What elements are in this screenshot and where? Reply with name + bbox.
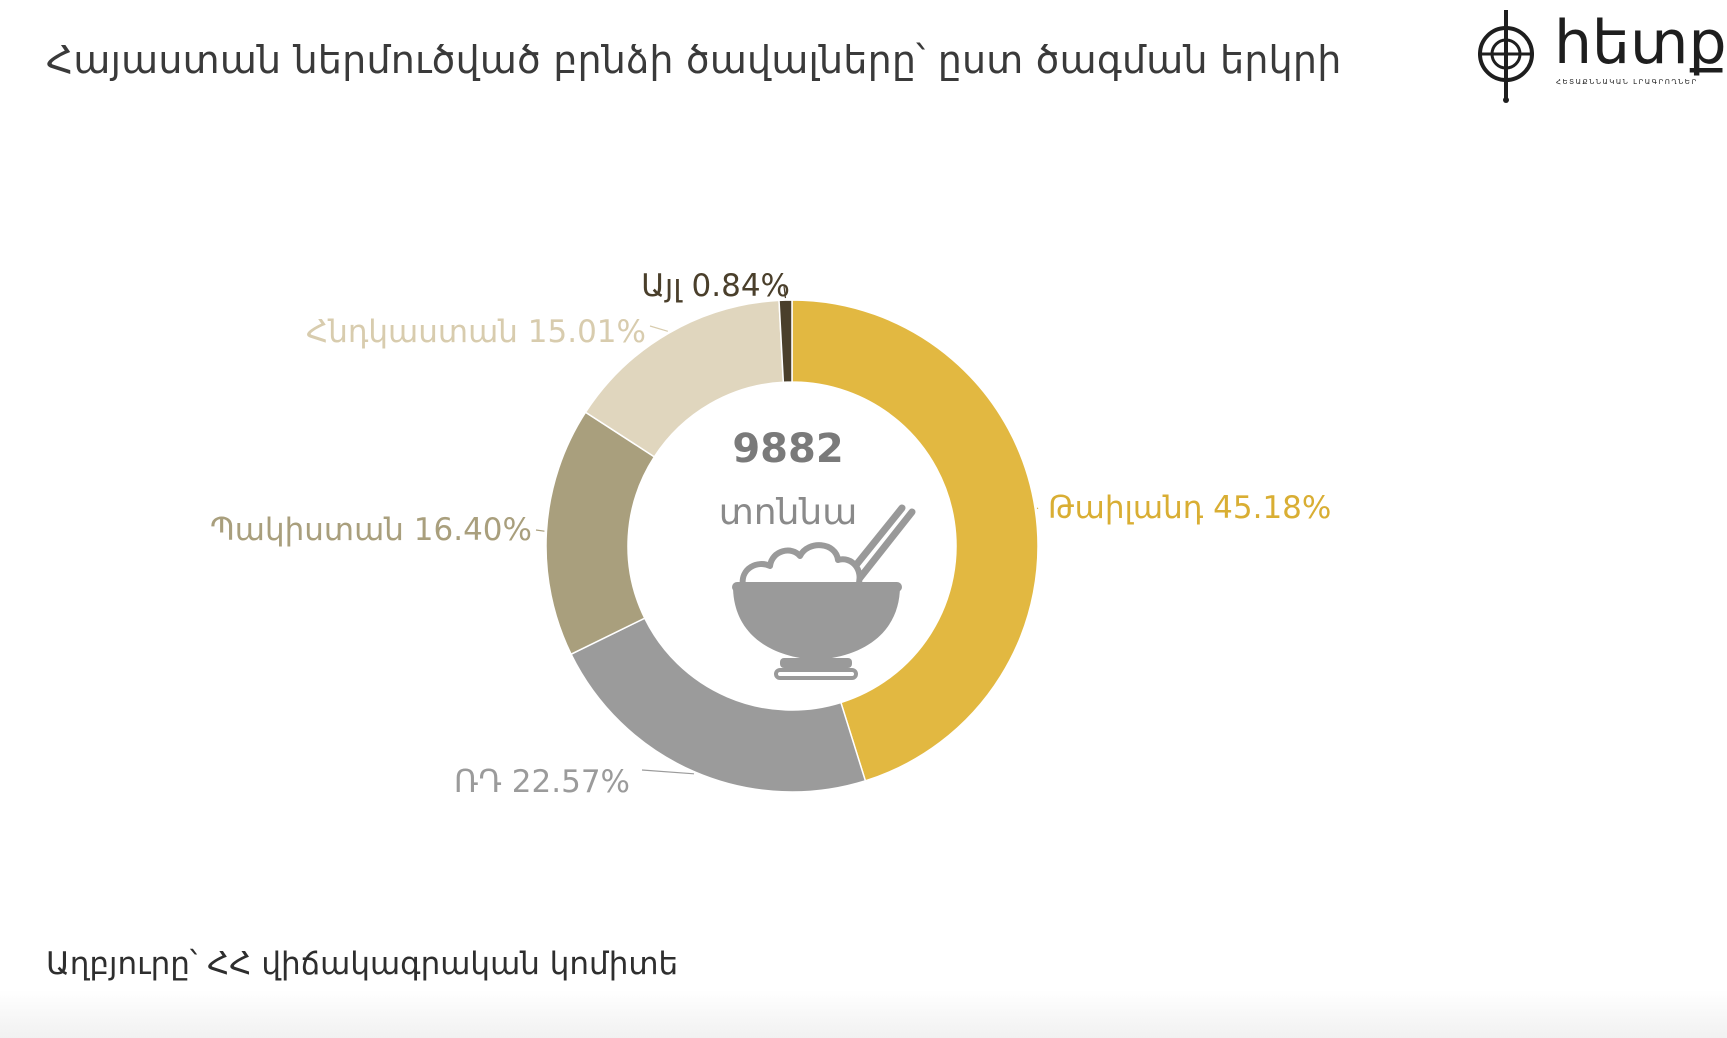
slice-label-1: ՌԴ 22.57%	[454, 764, 630, 800]
rice-bowl-icon	[732, 504, 916, 680]
leader-line-1	[641, 769, 695, 775]
source-note: Աղբյուրը՝ ՀՀ վիճակագրական կոմիտե	[46, 946, 679, 982]
slice-4	[778, 299, 793, 384]
slice-label-4: Այլ 0.84%	[641, 268, 790, 304]
leader-lines-group	[535, 285, 1039, 775]
page-title: Հայաստան ներմուծված բրնձի ծավալները՝ ըստ…	[46, 38, 1342, 82]
slice-1	[570, 617, 867, 793]
slice-label-0: Թաիլանդ 45.18%	[1048, 490, 1331, 526]
labels-group: Թաիլանդ 45.18% ՌԴ 22.57% Պակիստան 16.40% Հն…	[210, 268, 1331, 800]
logo-tagline: ՀԵՏԱՔՆՆԱԿԱՆ ԼՐԱԳՐՈՂՆԵՐ	[1556, 78, 1698, 86]
slice-label-3: Հնդկաստան 15.01%	[306, 314, 646, 350]
center-total: 9882	[732, 426, 843, 472]
slices-group	[545, 299, 1039, 793]
leader-line-3	[649, 325, 669, 332]
slice-0	[791, 299, 1039, 782]
slice-label-2: Պակիստան 16.40%	[210, 512, 532, 548]
logo-wordmark: hետք	[1554, 8, 1727, 78]
logo-emblem-icon	[1478, 10, 1534, 103]
leader-line-2	[535, 529, 545, 532]
hetq-logo[interactable]: hետք ՀԵՏԱՔՆՆԱԿԱՆ ԼՐԱԳՐՈՂՆԵՐ	[1468, 4, 1727, 104]
bottom-fade	[0, 990, 1727, 1038]
leader-line-0	[1036, 507, 1039, 510]
slice-2	[545, 411, 656, 656]
leader-line-4	[783, 285, 787, 299]
center-unit: տոննա	[719, 492, 858, 533]
